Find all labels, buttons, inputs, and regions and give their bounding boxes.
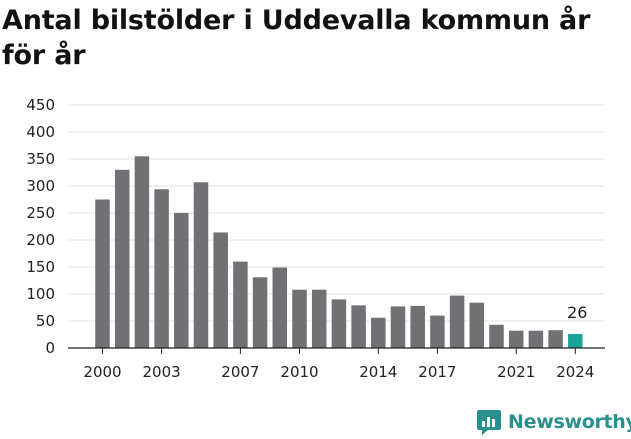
y-tick-label: 100 — [26, 285, 55, 303]
bar-2016 — [410, 305, 425, 348]
x-tick-label: 2007 — [221, 363, 259, 381]
bar-2018 — [449, 295, 465, 348]
bar-2004 — [174, 213, 189, 348]
bar-2011 — [311, 289, 327, 348]
bar-2019 — [469, 302, 485, 348]
bar-2010 — [292, 289, 307, 348]
x-tick-label: 2010 — [280, 363, 318, 381]
bars — [68, 156, 605, 349]
bar-2007 — [233, 261, 248, 348]
chart-title: Antal bilstölder i Uddevalla kommun år f… — [2, 5, 591, 71]
x-tick-label: 2003 — [143, 363, 181, 381]
y-tick-label: 350 — [26, 150, 55, 168]
brand-name: Newsworthy — [508, 411, 631, 433]
y-tick-label: 450 — [26, 96, 55, 114]
y-tick-label: 50 — [36, 312, 55, 330]
bar-2000 — [95, 199, 110, 348]
bar-2005 — [193, 182, 209, 348]
bar-2002 — [134, 156, 150, 348]
bar-2014 — [371, 317, 386, 348]
x-tick-label: 2021 — [497, 363, 535, 381]
newsworthy-brand[interactable]: Newsworthy — [476, 407, 631, 437]
bar-2023 — [548, 330, 563, 348]
bar-2006 — [213, 232, 228, 348]
bar-2012 — [331, 299, 347, 348]
bar-2024 — [568, 333, 583, 348]
bar-2008 — [252, 277, 268, 348]
annotations: 26 — [567, 303, 587, 322]
bar-2022 — [528, 330, 544, 348]
y-tick-label: 200 — [26, 231, 55, 249]
bar-2003 — [154, 189, 169, 348]
y-axis-ticks: 0 50 100 150 200 250 300 350 400 450 — [26, 96, 55, 357]
y-tick-label: 0 — [45, 339, 55, 357]
bar-2009 — [272, 267, 288, 348]
bar-2013 — [351, 305, 366, 348]
bar-2020 — [489, 324, 504, 348]
data-label-2024: 26 — [567, 303, 587, 322]
bar-2021 — [508, 330, 524, 348]
y-tick-label: 400 — [26, 123, 55, 141]
newsworthy-logo-icon — [477, 410, 501, 435]
bar-2015 — [390, 306, 406, 348]
x-tick-label: 2000 — [83, 363, 121, 381]
x-tick-label: 2017 — [418, 363, 456, 381]
y-tick-label: 250 — [26, 204, 55, 222]
x-tick-label: 2024 — [556, 363, 594, 381]
bar-2017 — [430, 315, 445, 348]
x-axis-ticks: 2000 2003 2007 2010 2014 2017 2021 2024 — [83, 348, 594, 381]
y-tick-label: 300 — [26, 177, 55, 195]
y-tick-label: 150 — [26, 258, 55, 276]
x-tick-label: 2014 — [359, 363, 397, 381]
bar-2001 — [114, 169, 130, 348]
